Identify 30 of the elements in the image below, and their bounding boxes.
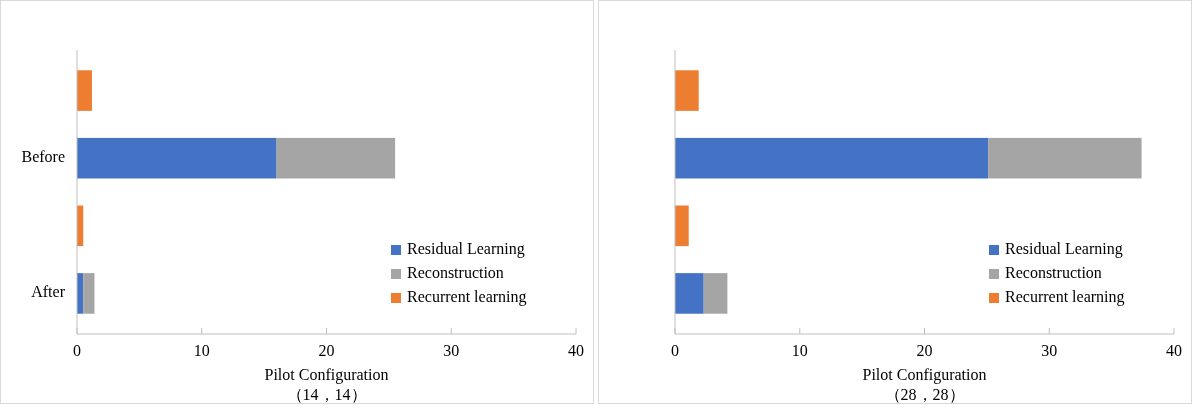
bar — [83, 273, 95, 314]
bar — [276, 137, 396, 179]
x-tick-label: 20 — [916, 342, 933, 359]
bar — [77, 137, 277, 179]
legend-label: Residual Learning — [407, 239, 525, 258]
x-tick-label: 10 — [193, 342, 210, 359]
bar — [675, 205, 689, 247]
y-tick-label: Before — [21, 147, 65, 165]
bar — [703, 273, 728, 314]
x-tick-label: 10 — [791, 342, 808, 359]
x-tick-label: 40 — [568, 342, 584, 359]
bar — [77, 70, 92, 111]
bar — [988, 137, 1142, 179]
x-tick-label: 20 — [318, 342, 335, 359]
legend-label: Recurrent learning — [1005, 287, 1125, 306]
legend-label: Reconstruction — [407, 263, 504, 281]
x-tick-label: 0 — [73, 342, 81, 359]
x-tick-label: 30 — [1041, 342, 1058, 359]
bar — [675, 273, 704, 314]
y-tick-label: After — [31, 283, 66, 301]
x-tick-label: 30 — [443, 342, 460, 359]
legend-label: Reconstruction — [1005, 263, 1102, 281]
x-tick-label: 40 — [1166, 342, 1182, 359]
legend-label: Residual Learning — [1005, 239, 1123, 258]
legend-label: Recurrent learning — [407, 287, 527, 306]
bar — [675, 137, 989, 179]
x-axis-title: Pilot Configuration （14，14） — [264, 366, 389, 403]
x-tick-label: 0 — [671, 342, 679, 359]
bar — [675, 70, 699, 111]
x-axis-title: Pilot Configuration （28，28） — [862, 366, 987, 403]
